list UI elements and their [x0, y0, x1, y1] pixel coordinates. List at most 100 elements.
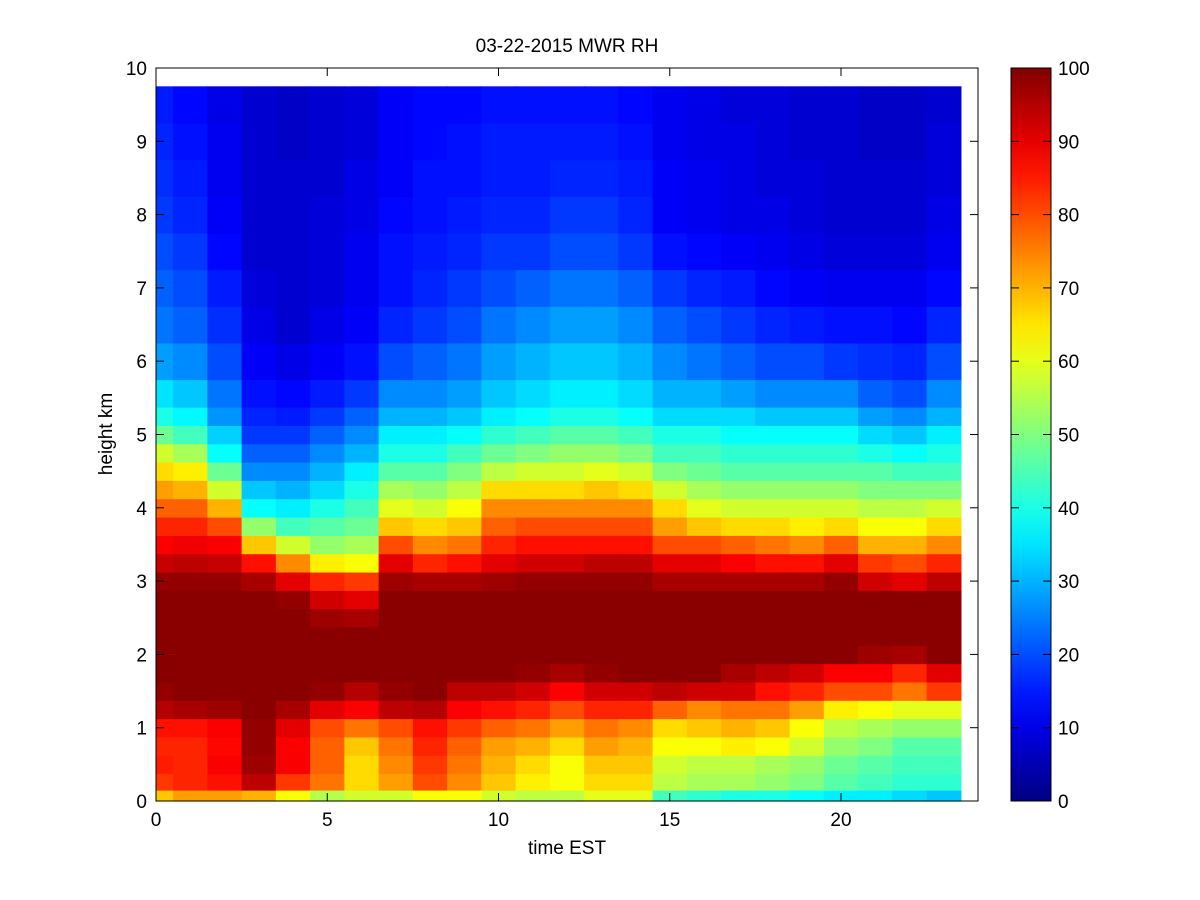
heatmap-cell: [584, 379, 619, 408]
heatmap-cell: [892, 571, 928, 591]
heatmap-cell: [515, 306, 551, 344]
heatmap-cell: [755, 425, 791, 445]
heatmap-cell: [447, 736, 482, 756]
heatmap-cell: [275, 480, 311, 500]
heatmap-cell: [515, 755, 551, 775]
heatmap-cell: [652, 553, 688, 573]
heatmap-cell: [412, 553, 448, 573]
heatmap-cell: [378, 516, 414, 536]
heatmap-cell: [241, 425, 277, 445]
heatmap-cell: [515, 516, 551, 536]
heatmap-cell: [789, 425, 825, 445]
heatmap-cell: [755, 516, 791, 536]
heatmap-cell: [721, 407, 756, 426]
heatmap-cell: [823, 407, 859, 426]
heatmap-cell: [275, 196, 311, 234]
heatmap-cell: [926, 461, 962, 481]
heatmap-cell: [823, 480, 859, 500]
heatmap-cell: [378, 608, 414, 628]
heatmap-cell: [858, 718, 893, 738]
heatmap-cell: [447, 681, 482, 701]
heatmap-cell: [618, 306, 654, 344]
heatmap-cell: [549, 516, 585, 536]
heatmap-cell: [515, 425, 551, 445]
heatmap-cell: [447, 159, 482, 197]
heatmap-cell: [481, 306, 517, 344]
heatmap-cell: [892, 516, 928, 536]
heatmap-cell: [412, 379, 448, 408]
heatmap-cell: [447, 626, 482, 646]
heatmap-cell: [447, 86, 482, 124]
heatmap-cell: [823, 681, 859, 701]
heatmap-cell: [173, 700, 208, 720]
heatmap-cell: [173, 516, 208, 536]
heatmap-cell: [275, 159, 311, 197]
heatmap-cell: [156, 645, 174, 665]
heatmap-cell: [173, 306, 208, 344]
heatmap-cell: [241, 159, 277, 197]
heatmap-cell: [412, 196, 448, 234]
heatmap-cell: [378, 269, 414, 307]
heatmap-cell: [447, 553, 482, 573]
heatmap-cell: [618, 626, 654, 646]
heatmap-cell: [789, 755, 825, 775]
heatmap-cell: [156, 306, 174, 344]
heatmap-cell: [344, 755, 380, 775]
heatmap-cell: [515, 626, 551, 646]
heatmap-cell: [721, 718, 756, 738]
heatmap-cell: [789, 553, 825, 573]
heatmap-cell: [447, 269, 482, 307]
heatmap-cell: [378, 736, 414, 756]
heatmap-cell: [412, 461, 448, 481]
heatmap-cell: [173, 461, 208, 481]
heatmap-cell: [344, 306, 380, 344]
heatmap-cell: [173, 663, 208, 683]
heatmap-cell: [926, 232, 962, 271]
heatmap-cell: [173, 232, 208, 271]
heatmap-cell: [173, 407, 208, 426]
heatmap-cell: [686, 535, 722, 555]
heatmap-cell: [584, 443, 619, 463]
heatmap-cell: [858, 122, 893, 161]
heatmap-cell: [618, 790, 654, 802]
heatmap-cell: [515, 480, 551, 500]
heatmap-cell: [241, 516, 277, 536]
heatmap-cell: [823, 718, 859, 738]
heatmap-cell: [173, 480, 208, 500]
heatmap-cell: [892, 269, 928, 307]
heatmap-cell: [310, 379, 345, 408]
heatmap-cell: [310, 773, 345, 791]
x-axis: 0 5 10 15 20: [151, 68, 852, 831]
heatmap-cell: [721, 425, 756, 445]
heatmap-cell: [481, 443, 517, 463]
heatmap-cell: [241, 773, 277, 791]
heatmap-cell: [686, 571, 722, 591]
heatmap-cell: [652, 122, 688, 161]
heatmap-cell: [618, 159, 654, 197]
heatmap-cell: [310, 718, 345, 738]
heatmap-cell: [618, 232, 654, 271]
heatmap-cell: [823, 736, 859, 756]
heatmap-cell: [584, 306, 619, 344]
heatmap-cell: [447, 342, 482, 381]
heatmap-cell: [584, 480, 619, 500]
heatmap-cell: [207, 645, 243, 665]
heatmap-cell: [721, 122, 756, 161]
heatmap-cell: [789, 342, 825, 381]
y-tick-label: 8: [136, 206, 147, 227]
heatmap-cell: [173, 159, 208, 197]
heatmap-cell: [858, 498, 893, 518]
heatmap-cell: [584, 159, 619, 197]
heatmap-cell: [275, 773, 311, 791]
heatmap-cell: [755, 663, 791, 683]
heatmap-cell: [378, 86, 414, 124]
heatmap-cell: [173, 553, 208, 573]
heatmap-cell: [481, 535, 517, 555]
heatmap-cell: [755, 790, 791, 802]
heatmap-cell: [173, 498, 208, 518]
heatmap-cell: [241, 553, 277, 573]
heatmap-cell: [378, 196, 414, 234]
heatmap-cell: [310, 535, 345, 555]
heatmap-cell: [652, 86, 688, 124]
heatmap-cell: [858, 379, 893, 408]
